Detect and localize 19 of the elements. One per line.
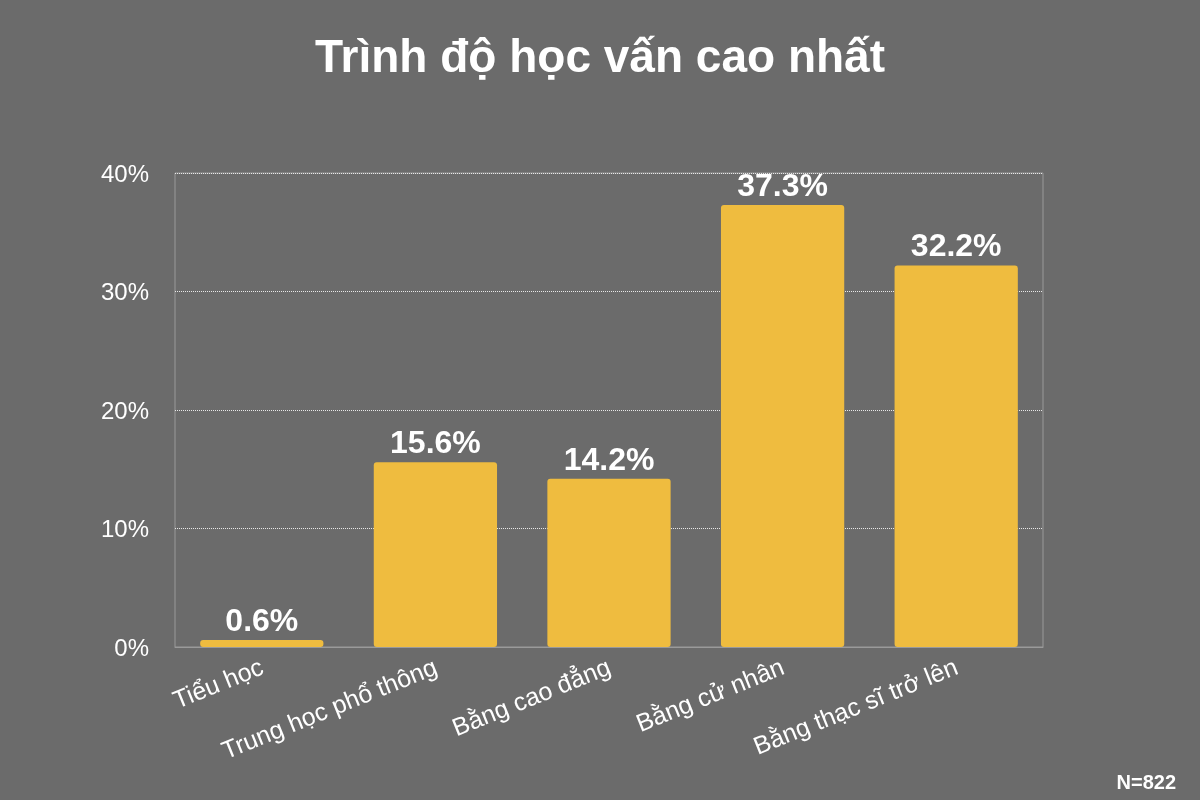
data-label: 32.2% [910,227,1002,264]
y-tick-label: 20% [100,396,149,424]
chart-title: Trình độ học vấn cao nhất [315,30,885,82]
y-tick-label: 0% [114,633,149,661]
y-tick-label: 40% [100,159,149,187]
data-label: 37.3% [737,166,828,203]
bar [200,639,324,647]
bar [547,478,671,647]
y-tick-label: 10% [100,515,149,542]
x-tick-label: Bằng cao đẳng [447,650,615,742]
bar [373,462,498,647]
x-tick-label: Tiểu học [168,652,268,714]
y-tick-label: 30% [100,278,149,305]
data-label: 15.6% [390,424,481,461]
data-label: 0.6% [225,601,299,638]
data-label: 14.2% [563,440,655,477]
bar [720,205,845,647]
bar [894,265,1018,647]
text: N=822 [1116,771,1177,793]
